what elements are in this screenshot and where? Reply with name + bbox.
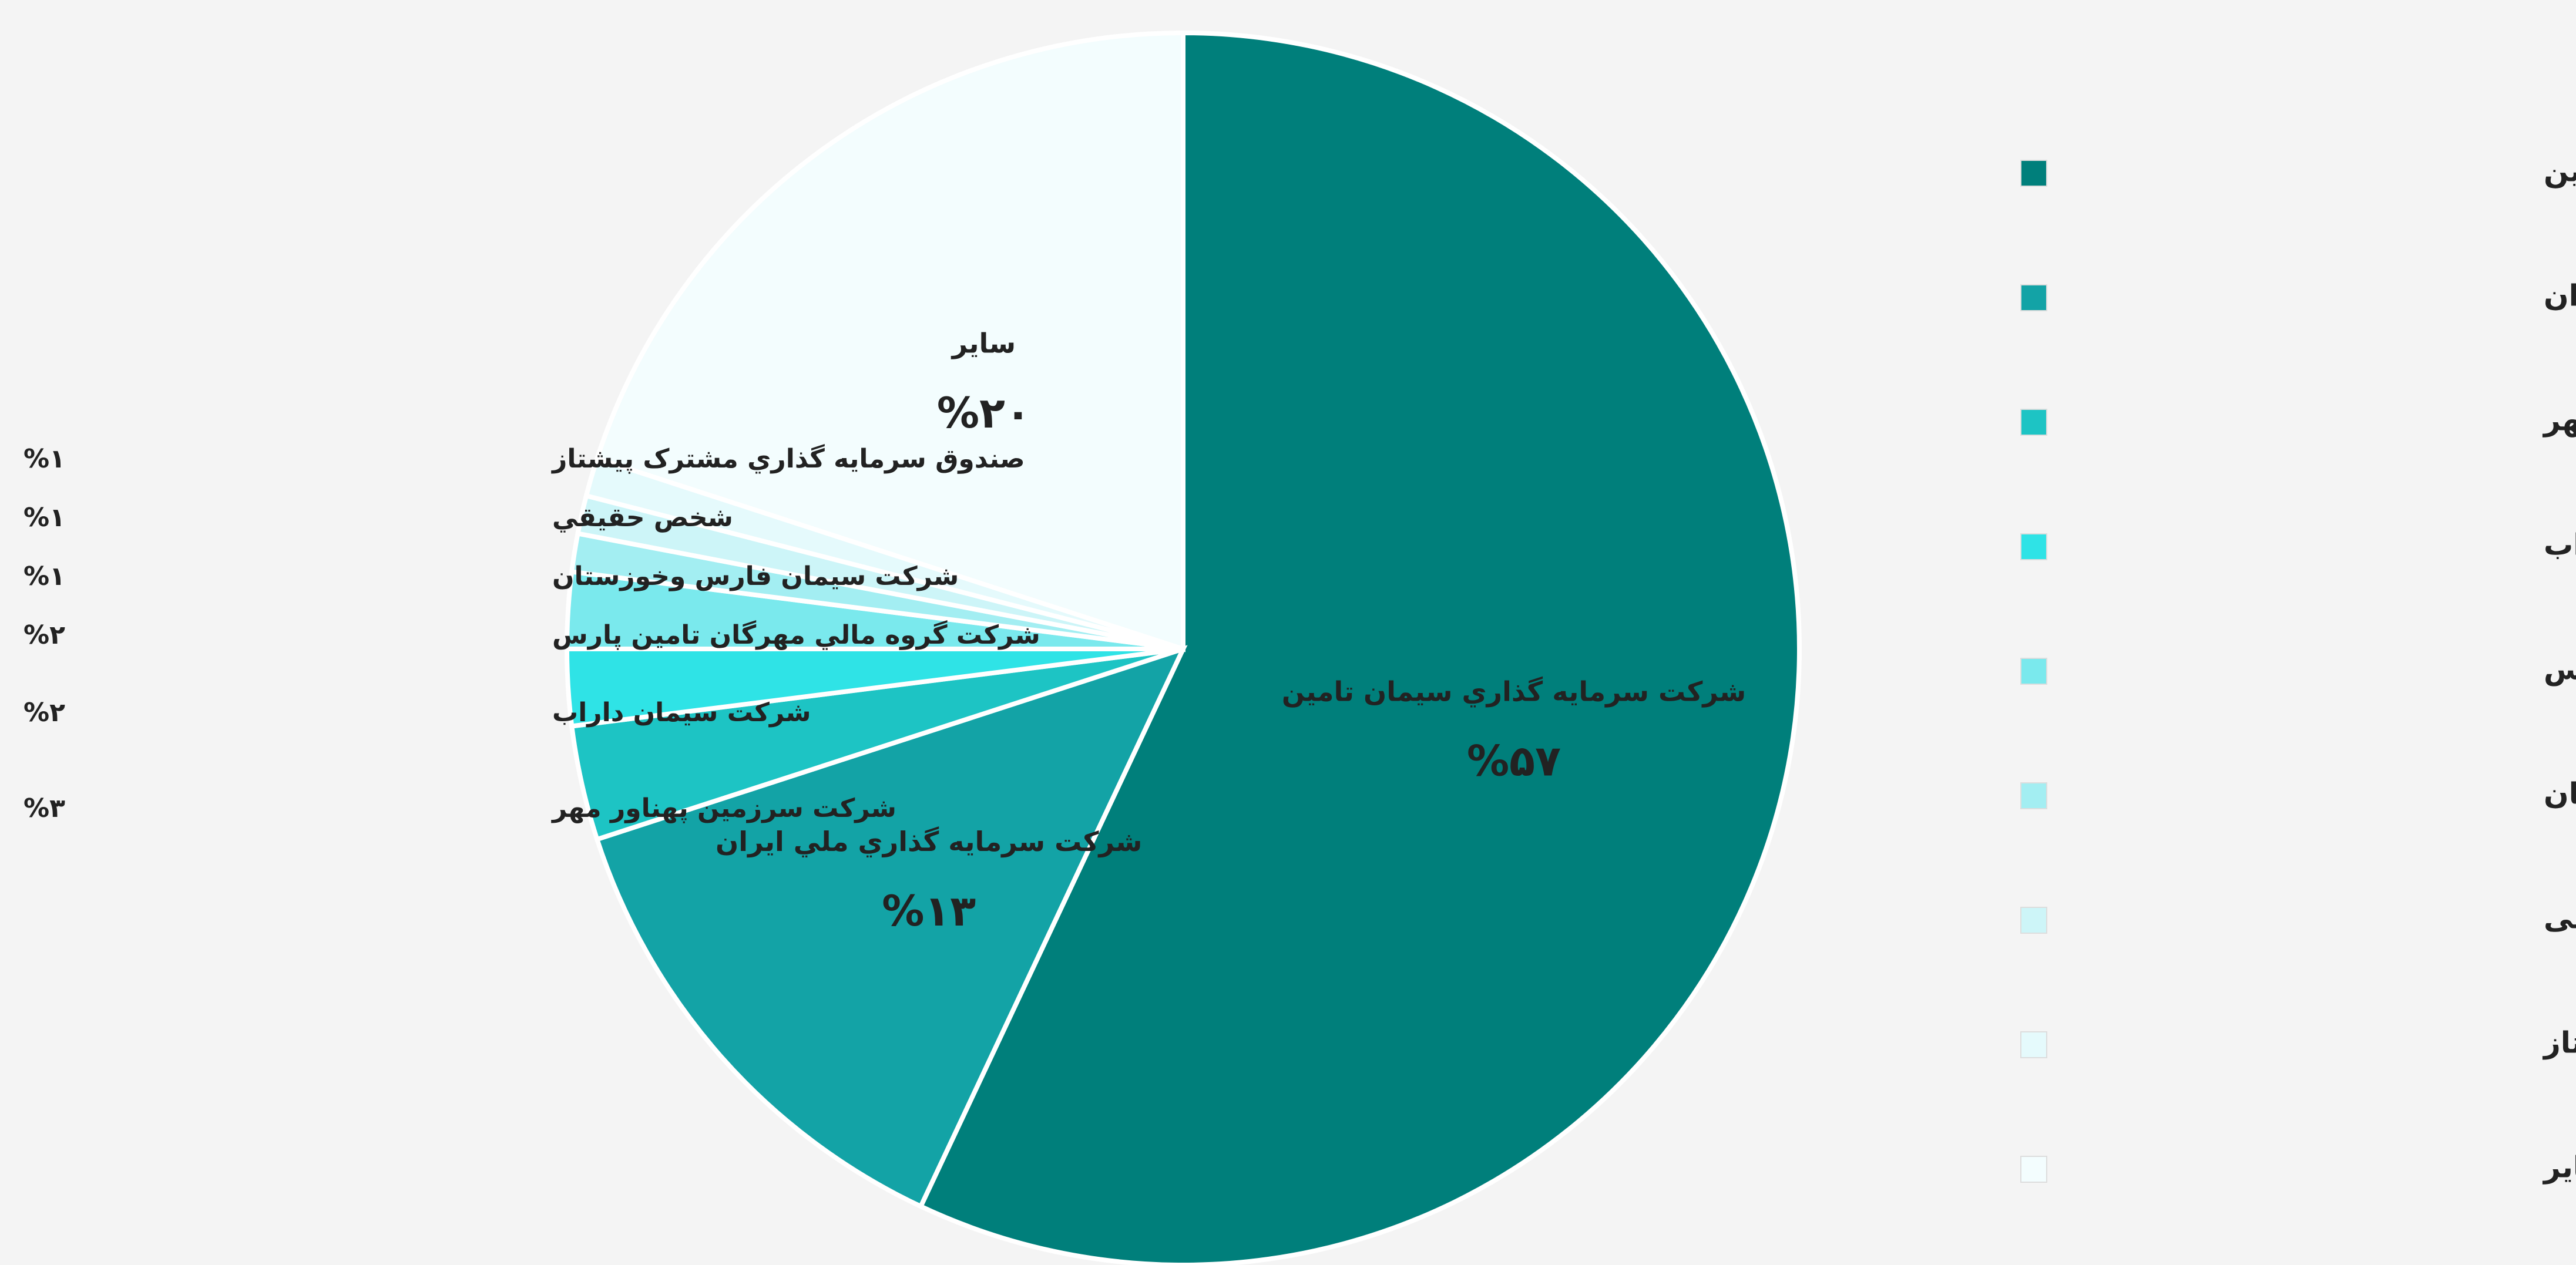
slice-label: شرکت سرمايه گذاري ملي ايران: [716, 826, 1142, 857]
slice-label: شرکت سيمان داراب: [552, 698, 811, 728]
legend-label: شرکت سرزمین پهناور مهر: [2542, 403, 2576, 438]
legend-swatch: [2020, 1031, 2047, 1058]
slice-value: %۱: [23, 444, 65, 474]
slice-value: %۱: [23, 503, 65, 533]
slice-value: %۲۰: [937, 388, 1031, 438]
slice-value: %۱: [23, 561, 65, 591]
legend-label: صندوق سرمایه‌گذاری مشترک پیشتاز: [2542, 1026, 2576, 1061]
legend-swatch: [2020, 658, 2047, 685]
slice-value: %۲: [23, 698, 65, 728]
legend-swatch: [2020, 284, 2047, 311]
legend-swatch: [2020, 907, 2047, 934]
legend-label: شرکت سرمایه‌گذاری سیمان تامین: [2544, 154, 2576, 189]
slice-value: %۳: [23, 793, 65, 823]
legend-swatch: [2020, 782, 2047, 809]
legend-label: شرکت گروه مالی مهرگان تامین پارس: [2544, 652, 2576, 687]
slice-label: شخص حقيقي: [552, 503, 733, 533]
slice-label: شرکت سرمايه گذاري سيمان تامين: [1282, 675, 1746, 707]
slice-label: صندوق سرمايه گذاري مشترک پيشتاز: [551, 443, 1025, 474]
slice-label: ساير: [951, 328, 1016, 359]
legend-label: سایر: [2542, 1150, 2576, 1185]
legend-swatch: [2020, 1156, 2047, 1183]
slice-label: شرکت گروه مالي مهرگان تامين پارس: [552, 620, 1040, 650]
legend-swatch: [2020, 160, 2047, 187]
pie-slice: [594, 30, 1185, 652]
legend-label: شرکت سیمان فارس و خوزستان: [2544, 777, 2576, 812]
legend-swatch: [2020, 409, 2047, 436]
legend-label: شرکت سیمان داراب: [2544, 528, 2576, 563]
legend-label: شخص حقیقی: [2544, 901, 2576, 936]
slice-value: %۱۳: [882, 886, 976, 936]
slice-label: شرکت سيمان فارس وخوزستان: [552, 561, 959, 591]
pie-slice: [594, 645, 1188, 1210]
slice-value: %۲: [23, 620, 65, 650]
slice-value: %۵۷: [1467, 736, 1561, 785]
slice-label: شرکت سرزمين پهناور مهر: [551, 793, 896, 823]
legend-swatch: [2020, 533, 2047, 560]
legend-label: شرکت سرمایه‌گذاری ملی ایران: [2544, 279, 2576, 314]
pie-slice: [918, 30, 1802, 1265]
